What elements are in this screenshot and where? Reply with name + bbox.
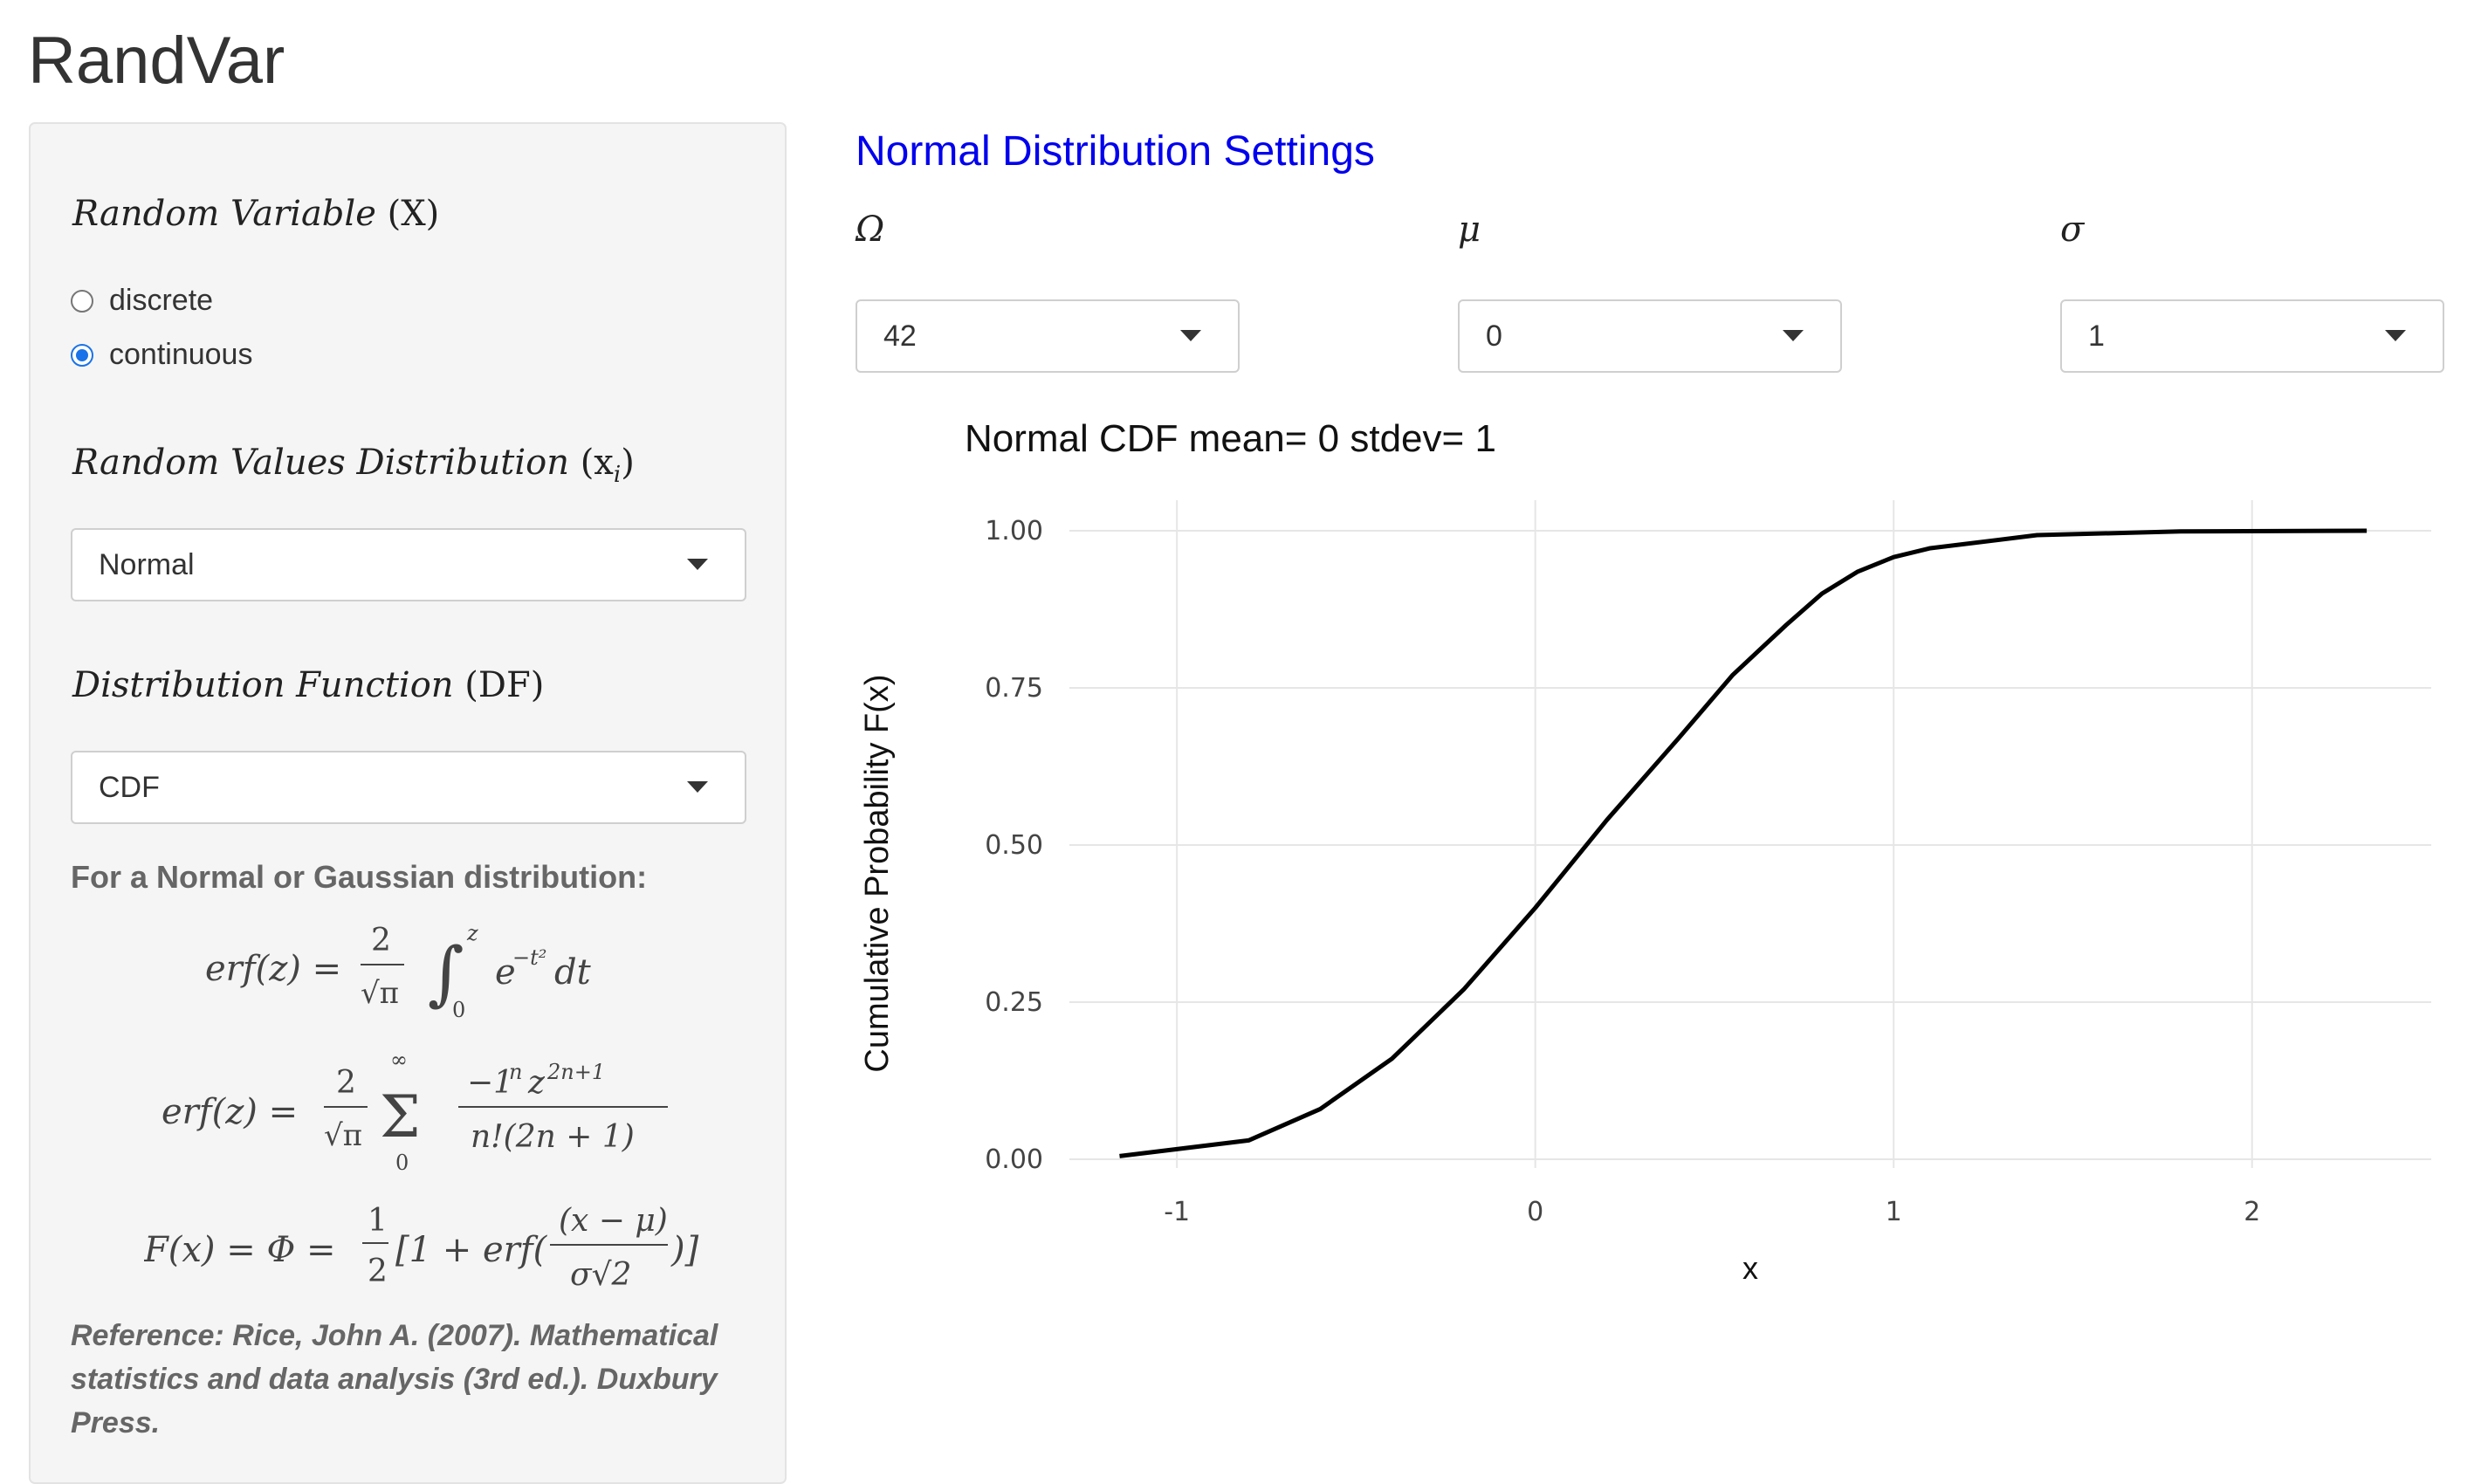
svg-text:√π: √π [324,1118,362,1153]
chevron-down-icon[interactable] [687,781,708,793]
svg-text:n: n [509,1060,522,1084]
mu-select-value: 0 [1486,319,1502,353]
chevron-down-icon[interactable] [687,559,708,570]
values-distribution-label-symbol: (x [580,443,614,483]
svg-text:e: e [495,952,516,993]
svg-text:Σ: Σ [380,1083,421,1151]
erf-integral-formula: erf(z) = 2 √π ∫ z 0 e −t² dt [205,921,592,1022]
mu-label: μ [1458,210,1481,250]
svg-text:2: 2 [368,1254,388,1289]
y-tick-label: 0.00 [985,1144,1043,1175]
random-variable-label-symbol: (X) [387,194,440,234]
svg-text:n!(2n + 1): n!(2n + 1) [471,1119,635,1155]
y-tick-label: 1.00 [985,516,1043,546]
values-distribution-label-close: ) [621,443,635,483]
x-tick-label: 0 [1527,1197,1543,1227]
chevron-down-icon[interactable] [1180,330,1201,341]
svg-text:z: z [466,921,478,945]
x-tick-label: 2 [2244,1197,2260,1227]
chart-title: Normal CDF mean= 0 stdev= 1 [965,417,1496,460]
svg-text:−t²: −t² [512,945,546,970]
svg-text:(x − μ): (x − μ) [559,1203,668,1239]
sidebar-panel: Random Variable (X) discrete continuous … [29,122,787,1484]
svg-text:2: 2 [371,923,391,958]
y-tick-label: 0.25 [985,987,1043,1018]
app-title: RandVar [28,24,285,98]
svg-text:0: 0 [395,1151,409,1175]
svg-text:∫: ∫ [428,932,464,1013]
omega-select[interactable]: 42 [856,299,1240,373]
svg-text:z: z [527,1065,546,1101]
svg-text:−1: −1 [467,1065,513,1101]
df-select-value: CDF [99,770,160,804]
chevron-down-icon[interactable] [2385,330,2406,341]
distribution-function-label: Distribution Function (DF) [72,665,544,705]
mu-select[interactable]: 0 [1458,299,1842,373]
sigma-select[interactable]: 1 [2060,299,2444,373]
svg-text:[1 + erf(: [1 + erf( [395,1230,548,1270]
radio-discrete[interactable]: discrete [71,284,213,318]
svg-text:erf(z) =: erf(z) = [205,949,341,989]
svg-text:0: 0 [452,998,465,1022]
y-axis-label: Cumulative Probability F(x) [859,674,896,1072]
svg-text:erf(z) =: erf(z) = [162,1092,298,1132]
settings-title: Normal Distribution Settings [856,128,1375,175]
omega-select-value: 42 [883,319,917,353]
svg-text:1: 1 [368,1203,388,1239]
cdf-series-line [1119,528,2368,1158]
distribution-select[interactable]: Normal [71,528,746,601]
svg-text:F(x) = Φ =: F(x) = Φ = [144,1230,336,1270]
distribution-function-label-text: Distribution Function [72,665,454,705]
values-distribution-label-sub: i [613,462,622,488]
sigma-label: σ [2060,210,2085,250]
distribution-function-label-symbol: (DF) [464,665,545,705]
y-tick-label: 0.50 [985,830,1043,861]
distribution-select-value: Normal [99,547,195,581]
info-heading: For a Normal or Gaussian distribution: [71,859,648,895]
radio-discrete-circle[interactable] [71,289,93,313]
df-select[interactable]: CDF [71,751,746,824]
erf-series-formula: erf(z) = 2 √π ∞ Σ 0 −1 n z 2n+1 n!(2n + … [162,1049,668,1175]
reference-text: Reference: Rice, John A. (2007). Mathema… [71,1319,718,1439]
svg-text:√π: √π [361,976,399,1011]
radio-continuous-label[interactable]: continuous [109,338,253,371]
y-tick-label: 0.75 [985,673,1043,704]
chevron-down-icon[interactable] [1783,330,1804,341]
omega-label: Ω [856,210,885,250]
sigma-select-value: 1 [2088,319,2105,353]
svg-text:2n+1: 2n+1 [546,1060,605,1084]
x-tick-label: -1 [1164,1197,1190,1227]
radio-discrete-label[interactable]: discrete [109,284,214,317]
svg-text:dt: dt [554,952,592,993]
svg-text:2: 2 [336,1065,356,1101]
x-axis-label: x [1742,1250,1758,1286]
values-distribution-label-text: Random Values Distribution [72,443,569,483]
radio-continuous[interactable]: continuous [71,338,252,372]
cdf-formula: F(x) = Φ = 1 2 [1 + erf( (x − μ) σ√2 )] [144,1203,699,1293]
cdf-chart: Normal CDF mean= 0 stdev= 1 0.00 0.25 0.50 0… [859,417,2431,1286]
random-variable-label: Random Variable (X) [72,194,439,234]
svg-text:)]: )] [670,1230,699,1270]
svg-text:∞: ∞ [390,1049,408,1072]
x-tick-label: 1 [1886,1197,1902,1227]
radio-continuous-circle[interactable] [71,343,93,367]
svg-text:σ√2: σ√2 [570,1257,631,1293]
random-variable-label-text: Random Variable [72,194,376,234]
values-distribution-label: Random Values Distribution (xi) [72,443,635,488]
